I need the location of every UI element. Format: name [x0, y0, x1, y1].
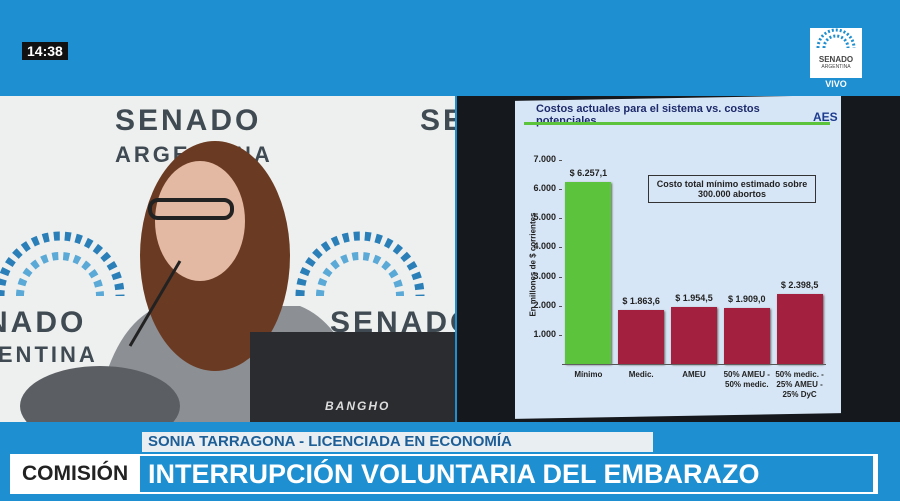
channel-logo: SENADO ARGENTINA VIVO [810, 28, 862, 89]
scene [0, 141, 455, 422]
headline: INTERRUPCIÓN VOLUNTARIA DEL EMBARAZO [140, 456, 873, 492]
logo-sub: ARGENTINA [821, 64, 851, 70]
clock: 14:38 [22, 42, 68, 60]
logo-top: SENADO [818, 55, 854, 64]
wall-text: SENADO [420, 104, 455, 137]
laptop-brand: BANGHO [325, 399, 391, 413]
projection-screen [515, 96, 841, 419]
live-badge: VIVO [810, 79, 862, 89]
logo-arcs [816, 28, 856, 49]
projection-panel [457, 96, 900, 422]
wall-text: SENADO [0, 306, 87, 339]
section-label: COMISIÓN [22, 462, 129, 485]
wall-text: SENADO [115, 104, 262, 137]
wall-text: ARGENTINA [0, 342, 98, 367]
speaker-caption: SONIA TARRAGONA - LICENCIADA EN ECONOMÍA [142, 432, 653, 452]
speaker-panel: SENADO ARGENTINA SENADO SENADO ARGENTINA… [0, 96, 455, 422]
